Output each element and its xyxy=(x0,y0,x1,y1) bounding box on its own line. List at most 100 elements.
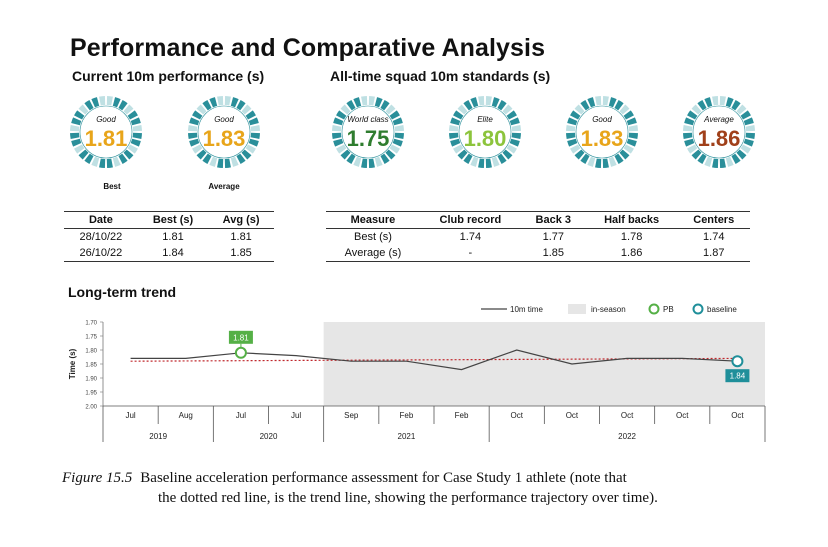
table-cell: 1.74 xyxy=(703,231,725,243)
x-tick-label: Feb xyxy=(455,411,469,420)
gauge-inner-ring xyxy=(692,105,746,159)
gauge-segment xyxy=(687,144,698,154)
legend-time-label: 10m time xyxy=(510,305,543,314)
x-tick-label: Sep xyxy=(344,411,359,420)
table-row: 28/10/22 1.81 1.81 xyxy=(64,229,274,246)
pb-value-label: 1.81 xyxy=(233,333,249,342)
table-header: Club record xyxy=(419,211,521,229)
gauge-segment xyxy=(192,144,203,154)
gauge-segment xyxy=(719,158,726,168)
gauge-value: 1.86 xyxy=(697,126,741,151)
gauge-segment xyxy=(224,158,231,168)
gauge-segment xyxy=(389,110,400,120)
gauge-segment xyxy=(683,125,693,132)
pb-label-box xyxy=(228,330,253,344)
year-label: 2021 xyxy=(398,432,416,441)
gauge-segment xyxy=(78,104,89,115)
table-cell: - xyxy=(419,245,521,262)
gauge-segment xyxy=(224,96,231,106)
table-header: Back 3 xyxy=(520,211,586,229)
gauge-segment xyxy=(619,104,630,115)
current-performance-table: Date Best (s) Avg (s) 28/10/22 1.81 1.81… xyxy=(64,211,274,262)
gauge-center xyxy=(458,105,512,159)
gauge-segment xyxy=(336,144,347,154)
gauge-segment xyxy=(332,132,342,139)
gauge-segment xyxy=(712,96,719,106)
gauge-segment xyxy=(740,144,751,154)
gauge-segment xyxy=(745,132,755,139)
gauge-segment xyxy=(332,125,342,132)
x-tick-label: Jul xyxy=(291,411,301,420)
gauge-segment xyxy=(497,153,507,164)
gauge-segment xyxy=(245,144,256,154)
gauge-segment xyxy=(84,100,94,111)
gauge-ring xyxy=(449,96,521,168)
gauge-center xyxy=(575,105,629,159)
table-cell: 1.81 xyxy=(230,231,252,243)
y-tick-label: 1.75 xyxy=(85,335,97,341)
figure-caption-line-2: the dotted red line, is the trend line, … xyxy=(158,490,658,506)
gauge-segment xyxy=(78,149,89,160)
gauge-segment xyxy=(478,158,485,168)
y-tick-label: 1.90 xyxy=(85,377,97,383)
year-label: 2020 xyxy=(260,432,278,441)
series-line-10m-time xyxy=(130,349,738,371)
gauge-segment xyxy=(463,153,473,164)
gauge-segment xyxy=(189,117,200,126)
gauge-segment xyxy=(704,156,713,167)
gauge-segment xyxy=(340,149,351,160)
gauge-segment xyxy=(188,125,198,132)
gauge-ring xyxy=(188,96,260,168)
gauge-segment xyxy=(691,149,702,160)
average-standard-gauge: Average 1.86 xyxy=(681,94,757,170)
gauge-segment xyxy=(470,156,479,167)
gauge-segment xyxy=(230,97,239,108)
gauge-segment xyxy=(628,125,638,132)
figure-caption: Figure 15.5 Baseline acceleration perform… xyxy=(62,468,658,508)
gauge-segment xyxy=(91,97,100,108)
y-tick-label: 1.85 xyxy=(85,363,97,369)
table-cell: 1.74 xyxy=(459,231,482,243)
gauge-segment xyxy=(394,125,404,132)
table-header: Centers xyxy=(677,211,750,229)
gauge-segment xyxy=(132,125,142,132)
gauge-value: 1.81 xyxy=(84,126,128,151)
gauge-segment xyxy=(450,117,461,126)
table-cell: 1.77 xyxy=(542,231,564,243)
gauge-segment xyxy=(127,144,138,154)
gauge-segment xyxy=(99,96,106,106)
gauge-segment xyxy=(509,138,520,147)
good-gauge: Good 1.83 xyxy=(564,94,640,170)
gauge-rating-label: Elite xyxy=(477,115,493,124)
gauge-segment xyxy=(619,149,630,160)
gauge-inner-ring xyxy=(79,105,133,159)
table-cell: 1.85 xyxy=(520,245,586,262)
gauge-segment xyxy=(457,104,468,115)
legend-baseline-swatch xyxy=(692,303,704,315)
gauge-segment xyxy=(132,132,142,139)
gauge-segment xyxy=(574,104,585,115)
gauge-segment xyxy=(491,156,500,167)
gauge-segment xyxy=(567,117,578,126)
gauge-ring xyxy=(566,96,638,168)
legend-baseline-label: baseline xyxy=(707,305,737,314)
gauge-segment xyxy=(353,156,362,167)
gauge-segment xyxy=(71,138,82,147)
gauge-segment xyxy=(506,110,517,120)
gauge-segment xyxy=(450,138,461,147)
gauge-segment xyxy=(241,104,252,115)
gauge-segment xyxy=(684,117,695,126)
gauge-segment xyxy=(731,100,741,111)
gauge-center xyxy=(197,105,251,159)
gauge-segment xyxy=(392,117,403,126)
in-season-band xyxy=(323,322,765,406)
x-tick-label: Jul xyxy=(125,411,135,420)
gauge-rating-label: Good xyxy=(214,115,234,124)
gauge-segment xyxy=(389,144,400,154)
chart-legend: 10m time in-season PB baseline xyxy=(481,303,737,315)
gauge-segment xyxy=(719,96,726,106)
y-tick-label: 1.95 xyxy=(85,391,97,397)
gauge-segment xyxy=(99,158,106,168)
gauge-segment xyxy=(385,104,396,115)
gauge-segment xyxy=(691,104,702,115)
